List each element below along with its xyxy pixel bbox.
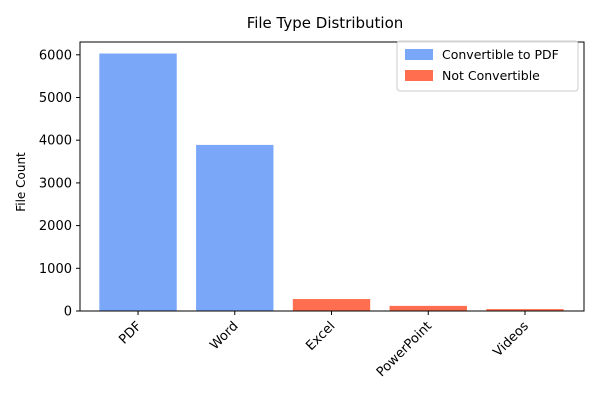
bar-powerpoint	[389, 305, 467, 311]
axes-frame	[79, 41, 585, 312]
y-tick-label: 2000	[39, 219, 72, 234]
x-axis-ticks: PDF Word Excel PowerPoint Videos	[116, 311, 532, 380]
y-tick-label: 5000	[39, 91, 72, 106]
y-tick-label: 4000	[39, 134, 72, 149]
y-axis-label: File Count	[14, 152, 28, 212]
legend: Convertible to PDF Not Convertible	[396, 40, 579, 92]
legend-swatch	[405, 49, 433, 60]
y-tick-label: 0	[64, 305, 72, 320]
bar-excel	[292, 299, 371, 311]
legend-box	[396, 40, 579, 92]
bars-group	[99, 53, 564, 312]
bar-pdf	[99, 53, 177, 312]
legend-label: Convertible to PDF	[442, 47, 559, 62]
x-tick-label: PDF	[116, 319, 145, 348]
x-tick-label: Excel	[303, 319, 338, 354]
y-tick-label: 1000	[39, 262, 72, 277]
y-tick-label: 3000	[39, 176, 72, 191]
y-tick-label: 6000	[39, 48, 72, 63]
chart-title: File Type Distribution	[247, 14, 404, 32]
bar-videos	[486, 309, 564, 311]
legend-swatch	[405, 70, 433, 81]
plot-frame	[79, 41, 585, 312]
x-tick-label: PowerPoint	[374, 319, 435, 380]
legend-label: Not Convertible	[442, 68, 540, 83]
x-tick-label: Word	[207, 319, 241, 353]
x-tick-label: Videos	[491, 319, 532, 360]
bar-word	[196, 144, 274, 311]
y-axis-ticks: 0 1000 2000 3000 4000 5000 6000	[39, 48, 80, 320]
